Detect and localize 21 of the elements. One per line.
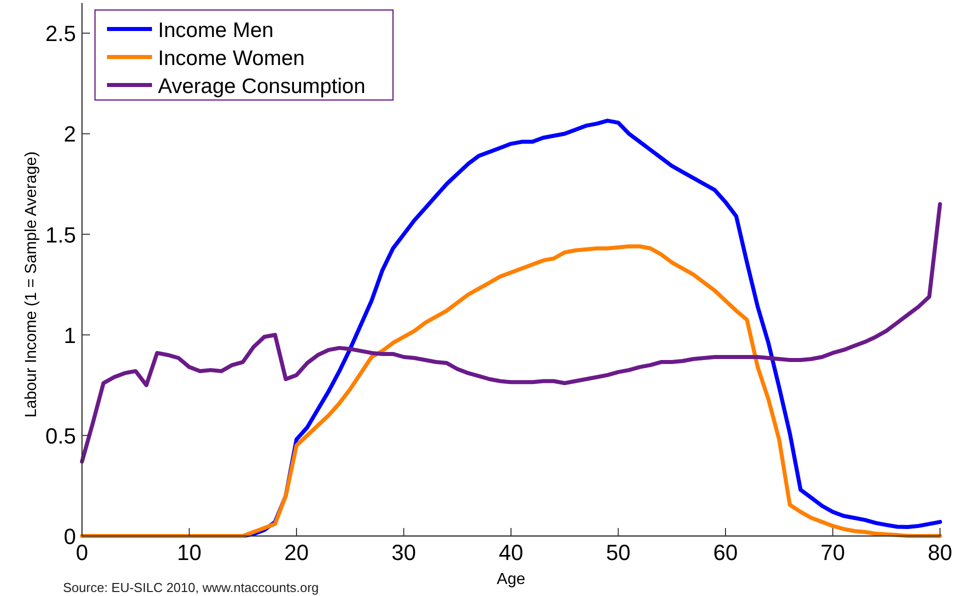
x-tick-label: 70 [820,540,845,565]
x-tick-label: 30 [392,540,416,565]
y-tick-label: 2 [64,122,76,147]
x-tick-label: 50 [606,540,630,565]
y-axis-title: Labour Income (1 = Sample Average) [23,151,40,418]
y-tick-label: 1.5 [45,222,76,248]
x-axis-title: Age [496,571,526,588]
source-note: Source: EU-SILC 2010, www.ntaccounts.org [63,580,319,595]
x-tick-label: 60 [713,540,738,565]
x-tick-label: 40 [498,540,524,565]
legend-label: Average Consumption [158,75,366,98]
x-tick-label: 20 [284,540,309,565]
legend-label: Income Women [158,47,305,70]
x-tick-label: 80 [928,540,952,565]
y-tick-label: 2.5 [45,21,76,46]
x-tick-label: 10 [177,540,202,565]
legend-label: Income Men [158,19,274,42]
y-tick-label: 0 [64,524,76,549]
y-tick-label: 0.5 [45,423,76,448]
y-tick-label: 1 [64,322,76,348]
line-series [80,202,942,464]
